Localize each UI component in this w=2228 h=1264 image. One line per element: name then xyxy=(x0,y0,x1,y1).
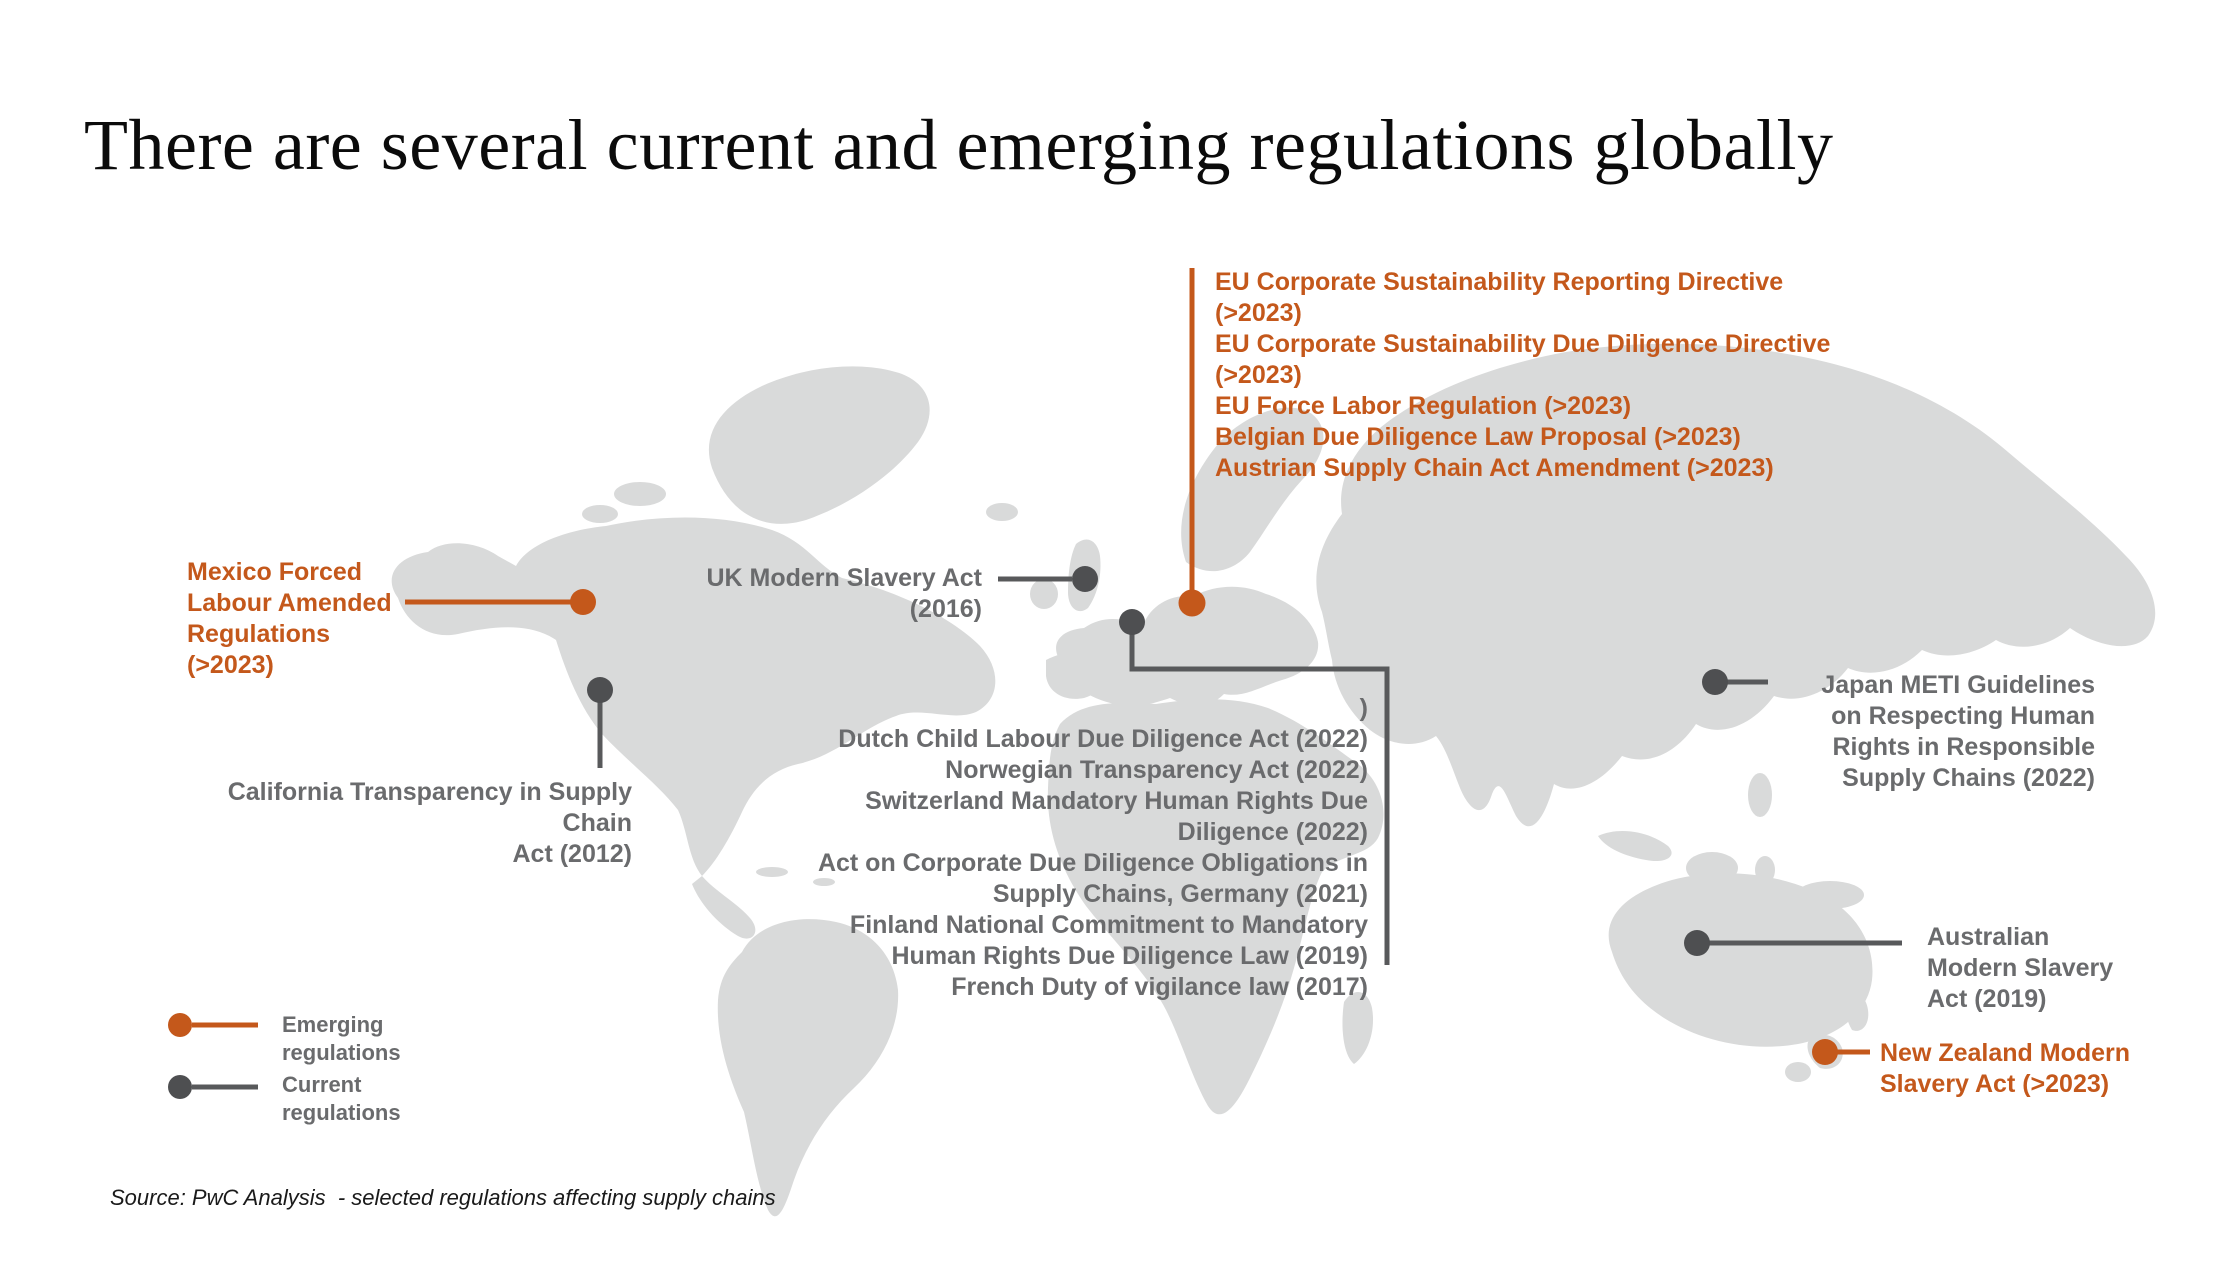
region-japan-south xyxy=(1692,686,1708,706)
region-sumatra xyxy=(1598,831,1672,862)
region-caribbean xyxy=(756,867,788,877)
callout-line: EU Corporate Sustainability Reporting Di… xyxy=(1215,268,1784,296)
region-tasmania xyxy=(1785,1062,1811,1082)
legend-current-label: Current regulations xyxy=(282,1071,401,1127)
callout-line: Human Rights Due Diligence Law (2019) xyxy=(891,942,1369,970)
callout-line: Rights in Responsible xyxy=(1832,733,2095,761)
europe-connector-elbow xyxy=(1129,632,1390,965)
callout-line: Act on Corporate Due Diligence Obligatio… xyxy=(817,849,1368,877)
callout-line: New Zealand Modern xyxy=(1880,1039,2131,1067)
legend-line: regulations xyxy=(282,1100,401,1125)
region-ireland xyxy=(1030,579,1058,609)
callout-line: Norwegian Transparency Act (2022) xyxy=(945,756,1368,784)
callout-uk: UK Modern Slavery Act (2016) xyxy=(690,563,982,625)
legend-emerging-label: Emerging regulations xyxy=(282,1011,401,1067)
continent-north-america xyxy=(391,517,996,876)
callout-line: Australian xyxy=(1927,923,2050,951)
callout-california: California Transparency in Supply Chain … xyxy=(170,777,632,870)
legend-line: Current xyxy=(282,1072,362,1097)
callout-line: Japan METI Guidelines xyxy=(1821,671,2095,699)
region-madagascar xyxy=(1342,991,1374,1064)
continent-africa xyxy=(1047,699,1384,1115)
japan-marker-dot xyxy=(1702,669,1728,695)
region-central-america xyxy=(692,876,756,939)
callout-japan: Japan METI Guidelines on Respecting Huma… xyxy=(1775,670,2095,794)
callout-line: Modern Slavery xyxy=(1927,954,2114,982)
continent-south-america xyxy=(717,919,899,1217)
callout-line: Austrian Supply Chain Act Amendment (>20… xyxy=(1215,454,1774,482)
callout-line: Switzerland Mandatory Human Rights Due xyxy=(865,787,1368,815)
continent-australia xyxy=(1608,873,1873,1047)
callout-line: Supply Chains (2022) xyxy=(1842,764,2095,792)
callout-line: Finland National Commitment to Mandatory xyxy=(849,911,1368,939)
callout-line: Slavery Act (>2023) xyxy=(1880,1070,2110,1098)
legend-line: regulations xyxy=(282,1040,401,1065)
region-arctic-island-2 xyxy=(582,505,618,523)
callout-line: Supply Chains, Germany (2021) xyxy=(992,880,1368,908)
uk-marker-dot xyxy=(1072,566,1098,592)
callout-line: Labour Amended xyxy=(187,589,392,617)
region-iceland xyxy=(986,503,1018,521)
callout-line: EU Corporate Sustainability Due Diligenc… xyxy=(1215,330,1831,358)
region-new-zealand-north xyxy=(1845,993,1869,1031)
callout-line: (>2023) xyxy=(1215,299,1302,327)
callout-eu-regulations: EU Corporate Sustainability Reporting Di… xyxy=(1215,267,1895,484)
callout-line: California Transparency in Supply Chain xyxy=(227,778,632,837)
callout-line: (2016) xyxy=(909,595,982,623)
slide-title: There are several current and emerging r… xyxy=(84,105,1834,185)
mexico-marker-dot xyxy=(570,589,596,615)
australia-marker-dot xyxy=(1684,930,1710,956)
callout-line: Dutch Child Labour Due Diligence Act (20… xyxy=(838,725,1368,753)
callout-europe-list: ) Dutch Child Labour Due Diligence Act (… xyxy=(748,693,1368,1003)
legend-current-dot xyxy=(168,1075,192,1099)
europe-marker-dot xyxy=(1119,609,1145,635)
callout-new-zealand: New Zealand Modern Slavery Act (>2023) xyxy=(1880,1038,2160,1100)
region-japan xyxy=(1692,603,1751,682)
callout-australia: Australian Modern Slavery Act (2019) xyxy=(1927,922,2167,1015)
continent-asia xyxy=(1316,343,2156,827)
callout-line: Act (2019) xyxy=(1927,985,2047,1013)
callout-line: (>2023) xyxy=(187,651,274,679)
callout-line: Belgian Due Diligence Law Proposal (>202… xyxy=(1215,423,1741,451)
callout-line: Diligence (2022) xyxy=(1177,818,1368,846)
callout-line: UK Modern Slavery Act xyxy=(706,564,982,592)
region-arctic-island xyxy=(614,482,666,506)
region-caribbean-2 xyxy=(813,878,835,886)
region-greenland xyxy=(708,366,930,524)
region-europe xyxy=(1056,586,1319,707)
callout-line: Regulations xyxy=(187,620,331,648)
callout-line: (>2023) xyxy=(1215,361,1302,389)
eu-marker-dot xyxy=(1178,589,1206,617)
callout-mexico: Mexico Forced Labour Amended Regulations… xyxy=(187,557,417,681)
callout-line: on Respecting Human xyxy=(1831,702,2095,730)
region-scandinavia xyxy=(1181,407,1324,572)
california-marker-dot xyxy=(587,677,613,703)
legend-line: Emerging xyxy=(282,1012,384,1037)
region-philippines xyxy=(1748,773,1772,817)
new-zealand-marker-dot xyxy=(1812,1039,1838,1065)
legend-emerging-dot xyxy=(168,1013,192,1037)
callout-line: Act (2012) xyxy=(512,840,633,868)
region-iberia xyxy=(1046,651,1110,699)
callout-line: Mexico Forced xyxy=(187,558,363,586)
callout-line: French Duty of vigilance law (2017) xyxy=(951,973,1368,1001)
source-note: Source: PwC Analysis - selected regulati… xyxy=(110,1185,776,1210)
callout-line: EU Force Labor Regulation (>2023) xyxy=(1215,392,1632,420)
callout-line: ) xyxy=(1359,694,1368,722)
